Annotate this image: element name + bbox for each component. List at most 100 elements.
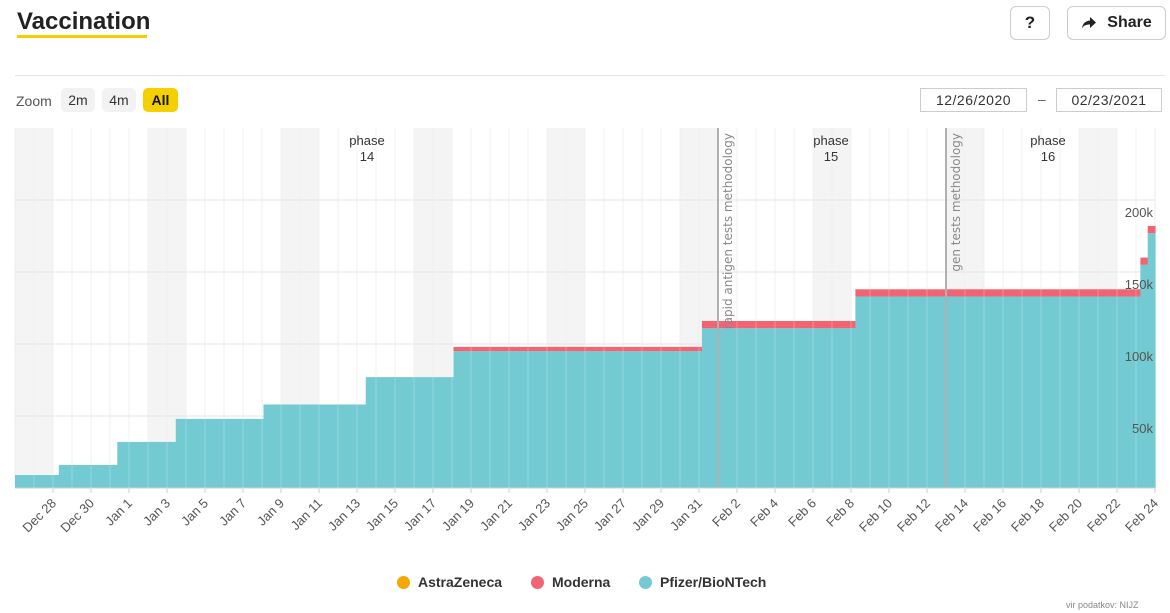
bar-pfizer xyxy=(402,377,411,488)
x-tick-label: Feb 14 xyxy=(932,496,971,535)
bar-moderna xyxy=(1008,289,1017,297)
header-divider xyxy=(15,75,1165,76)
x-tick-label: Jan 7 xyxy=(216,496,249,529)
bar-pfizer xyxy=(906,296,915,488)
bar-pfizer xyxy=(701,328,710,488)
bar-moderna xyxy=(504,346,513,352)
bar-pfizer xyxy=(1023,296,1032,488)
bar-pfizer xyxy=(621,351,630,488)
bar-moderna xyxy=(475,346,484,352)
bar-pfizer xyxy=(490,351,498,488)
legend-dot-moderna xyxy=(531,575,544,589)
bar-pfizer xyxy=(175,418,184,488)
bar-moderna xyxy=(680,346,688,352)
bar-moderna xyxy=(789,320,798,329)
bar-moderna xyxy=(1125,289,1134,297)
bar-pfizer xyxy=(804,328,813,488)
bar-moderna xyxy=(490,346,498,352)
date-from-input[interactable]: 12/26/2020 xyxy=(920,88,1027,112)
bar-pfizer xyxy=(438,377,447,488)
bar-moderna xyxy=(811,320,820,329)
legend-item-astrazeneca[interactable]: AstraZeneca xyxy=(397,572,502,592)
x-tick-label: Jan 31 xyxy=(667,496,705,534)
bar-pfizer xyxy=(921,296,930,488)
bar-moderna xyxy=(745,320,754,329)
bar-moderna xyxy=(694,346,703,352)
legend-label-pfizer: Pfizer/BioNTech xyxy=(660,574,767,590)
bar-moderna xyxy=(994,289,1003,297)
phase-number: 16 xyxy=(1041,149,1055,164)
legend-item-moderna[interactable]: Moderna xyxy=(531,572,610,592)
bar-pfizer xyxy=(965,296,973,488)
bar-pfizer xyxy=(431,377,440,488)
bar-pfizer xyxy=(680,351,688,488)
bar-pfizer xyxy=(183,418,191,488)
help-button[interactable]: ? xyxy=(1010,6,1050,40)
bar-moderna xyxy=(541,346,550,352)
bar-pfizer xyxy=(73,464,82,488)
bar-pfizer xyxy=(44,475,53,488)
bar-pfizer xyxy=(687,351,696,488)
bar-pfizer xyxy=(782,328,791,488)
zoom-2m-button[interactable]: 2m xyxy=(61,88,95,112)
bar-moderna xyxy=(979,289,988,297)
bar-pfizer xyxy=(1067,296,1076,488)
bar-pfizer xyxy=(1016,296,1025,488)
bar-moderna xyxy=(950,289,959,297)
legend-item-pfizer[interactable]: Pfizer/BioNTech xyxy=(639,572,766,592)
bar-moderna xyxy=(855,289,864,297)
bar-pfizer xyxy=(767,328,776,488)
bar-pfizer xyxy=(899,296,908,488)
bar-moderna xyxy=(665,346,674,352)
bar-pfizer xyxy=(511,351,520,488)
bar-moderna xyxy=(577,346,586,352)
bar-pfizer xyxy=(891,296,900,488)
x-tick-label: Jan 13 xyxy=(325,496,363,534)
share-button[interactable]: Share xyxy=(1067,6,1166,40)
date-separator: – xyxy=(1038,91,1046,107)
zoom-all-button[interactable]: All xyxy=(143,88,178,112)
bar-moderna xyxy=(709,320,718,329)
bar-pfizer xyxy=(658,351,666,488)
bar-pfizer xyxy=(285,404,294,488)
zoom-4m-button[interactable]: 4m xyxy=(102,88,136,112)
bar-moderna xyxy=(1140,257,1149,265)
bar-moderna xyxy=(775,320,783,329)
bar-pfizer xyxy=(292,404,301,488)
bar-moderna xyxy=(804,320,813,329)
bar-moderna xyxy=(548,346,557,352)
bar-pfizer xyxy=(526,351,535,488)
bar-pfizer xyxy=(22,475,31,488)
bar-pfizer xyxy=(745,328,754,488)
x-tick-label: Jan 17 xyxy=(401,496,439,534)
bar-pfizer xyxy=(694,351,703,488)
weekend-band xyxy=(34,128,53,488)
weekend-band xyxy=(281,128,300,488)
legend-label-astrazeneca: AstraZeneca xyxy=(418,574,503,590)
bar-pfizer xyxy=(716,328,725,488)
bar-pfizer xyxy=(650,351,659,488)
x-tick-label: Dec 30 xyxy=(57,496,97,536)
bar-pfizer xyxy=(818,328,827,488)
date-to-input[interactable]: 02/23/2021 xyxy=(1056,88,1162,112)
phase-number: 14 xyxy=(360,149,374,164)
x-tick-label: Feb 10 xyxy=(856,496,895,535)
bar-pfizer xyxy=(219,418,228,488)
zoom-label: Zoom xyxy=(16,93,52,109)
legend-label-moderna: Moderna xyxy=(552,574,611,590)
y-tick-label: 100k xyxy=(1125,349,1154,364)
bar-pfizer xyxy=(870,296,878,488)
bar-pfizer xyxy=(190,418,199,488)
bar-pfizer xyxy=(592,351,601,488)
bar-pfizer xyxy=(796,328,805,488)
bar-moderna xyxy=(628,346,637,352)
share-label: Share xyxy=(1107,14,1152,31)
bar-moderna xyxy=(796,320,805,329)
bar-pfizer xyxy=(504,351,513,488)
bar-pfizer xyxy=(15,475,23,488)
bar-pfizer xyxy=(957,296,966,488)
bar-pfizer xyxy=(1103,296,1112,488)
bar-pfizer xyxy=(555,351,564,488)
bar-moderna xyxy=(928,289,937,297)
bar-moderna xyxy=(1089,289,1098,297)
